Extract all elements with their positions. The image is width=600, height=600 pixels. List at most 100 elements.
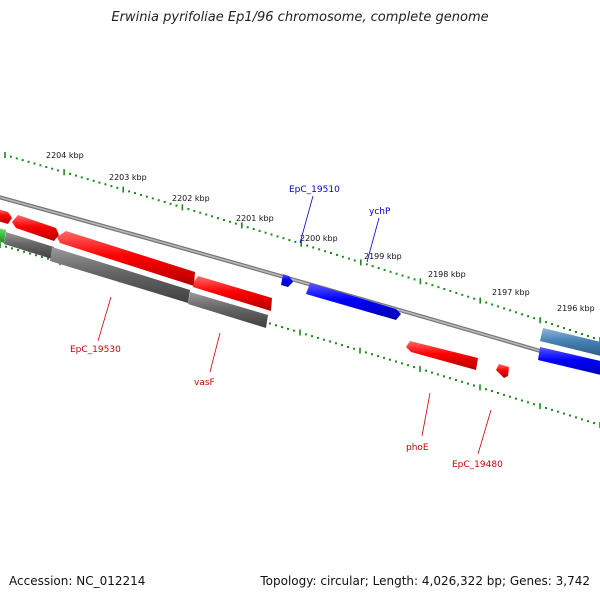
scale-minor-tick [311, 335, 313, 338]
scale-minor-tick [413, 366, 415, 369]
scale-minor-tick [5, 245, 7, 248]
scale-major-tick [0, 242, 1, 248]
scale-minor-tick [347, 346, 349, 348]
gene-arrow-ychp[interactable] [306, 283, 401, 320]
scale-minor-tick [306, 244, 309, 247]
scale-minor-tick [467, 295, 470, 298]
footer-accession: Accession: NC_012214 [9, 574, 146, 588]
scale-minor-tick [407, 276, 410, 279]
gene-arrow-gray-2[interactable] [50, 247, 190, 303]
scale-minor-tick [45, 166, 48, 168]
scale-minor-tick [473, 297, 476, 300]
scale-minor-tick [449, 289, 452, 292]
scale-minor-tick [335, 342, 337, 345]
gene-arrow-epc19480[interactable] [496, 364, 509, 378]
scale-minor-tick [110, 185, 113, 188]
scale-minor-tick [252, 228, 255, 230]
scale-minor-tick [401, 274, 404, 277]
scale-minor-tick [515, 311, 518, 314]
scale-minor-tick [371, 265, 374, 268]
scale-minor-tick [217, 217, 219, 220]
scale-minor-tick [347, 257, 350, 260]
scale-minor-tick [575, 416, 577, 419]
scale-minor-tick [323, 338, 325, 341]
label-ychp: ychP [369, 207, 391, 217]
kbp-label-2204: 2204 kbp [46, 151, 84, 160]
scale-minor-tick [581, 333, 583, 335]
scale-minor-tick [169, 202, 172, 205]
scale-minor-tick [515, 397, 517, 400]
scale-minor-tick [157, 199, 160, 202]
scale-minor-tick [455, 291, 458, 294]
scale-minor-tick [98, 181, 101, 184]
gene-arrow-phoe[interactable] [406, 341, 478, 370]
scale-minor-tick [509, 309, 512, 312]
scale-minor-tick [116, 186, 119, 189]
scale-minor-tick [293, 329, 295, 332]
scale-major-tick [539, 403, 541, 410]
scale-minor-tick [312, 246, 315, 249]
scale-minor-tick [128, 190, 131, 193]
gene-arrow-small-red[interactable] [12, 215, 59, 241]
gene-arrow-fragment-left[interactable] [0, 209, 12, 224]
scale-minor-tick [371, 353, 373, 356]
scale-minor-tick [461, 380, 463, 383]
scale-major-tick [479, 384, 481, 391]
scale-minor-tick [193, 209, 196, 212]
scale-minor-tick [294, 240, 297, 243]
scale-major-tick [419, 365, 421, 372]
gene-arrow-epc19510[interactable] [281, 274, 293, 287]
scale-minor-tick [563, 327, 565, 330]
scale-minor-tick [341, 255, 344, 258]
scale-minor-tick [86, 178, 89, 181]
scale-minor-tick [258, 229, 261, 232]
scale-minor-tick [485, 388, 487, 391]
kbp-label-2197: 2197 kbp [492, 288, 530, 297]
gene-arrow-green[interactable] [0, 228, 6, 243]
scale-minor-tick [551, 323, 553, 326]
scale-minor-tick [341, 344, 343, 347]
scale-minor-tick [425, 369, 427, 372]
scale-major-tick [539, 317, 541, 324]
label-epc19530: EpC_19530 [70, 345, 121, 355]
scale-major-tick [359, 347, 361, 354]
scale-minor-tick [461, 293, 464, 296]
gene-arrow-blue-right[interactable] [538, 347, 600, 376]
scale-minor-tick [503, 307, 506, 310]
scale-minor-tick [15, 157, 18, 160]
scale-minor-tick [581, 418, 583, 421]
scale-minor-tick [365, 263, 368, 266]
scale-minor-tick [503, 393, 505, 396]
scale-minor-tick [383, 356, 385, 359]
scale-minor-tick [521, 399, 523, 402]
scale-minor-tick [473, 384, 475, 387]
scale-major-tick [300, 240, 302, 247]
scale-minor-tick [395, 272, 398, 275]
gene-arrow-epc19530[interactable] [57, 231, 195, 286]
label-epc19480: EpC_19480 [452, 460, 503, 470]
scale-minor-tick [575, 331, 577, 333]
scale-minor-tick [275, 324, 277, 327]
scale-minor-tick [329, 340, 331, 343]
scale-major-tick [241, 222, 243, 229]
gene-arrow-vasf[interactable] [193, 276, 272, 311]
scale-minor-tick [57, 169, 60, 172]
scale-minor-tick [485, 301, 488, 304]
scale-minor-tick [69, 172, 71, 175]
scale-minor-tick [437, 286, 440, 289]
scale-minor-tick [175, 204, 178, 207]
scale-minor-tick [205, 213, 208, 216]
scale-major-tick [63, 169, 65, 176]
gene-arrow-gray-3[interactable] [188, 292, 268, 328]
scale-minor-tick [413, 278, 416, 281]
scale-minor-tick [395, 360, 397, 363]
scale-minor-tick [497, 305, 500, 308]
scale-minor-tick [92, 179, 95, 182]
scale-minor-tick [318, 248, 321, 251]
gene-arrow-gray-1[interactable] [4, 232, 54, 259]
gene-arrow-steel-right[interactable] [540, 328, 600, 357]
scale-major-tick [479, 297, 481, 304]
scale-labels: 2204 kbp 2203 kbp 2202 kbp 2201 kbp 2200… [46, 151, 595, 313]
scale-minor-tick [281, 326, 283, 329]
